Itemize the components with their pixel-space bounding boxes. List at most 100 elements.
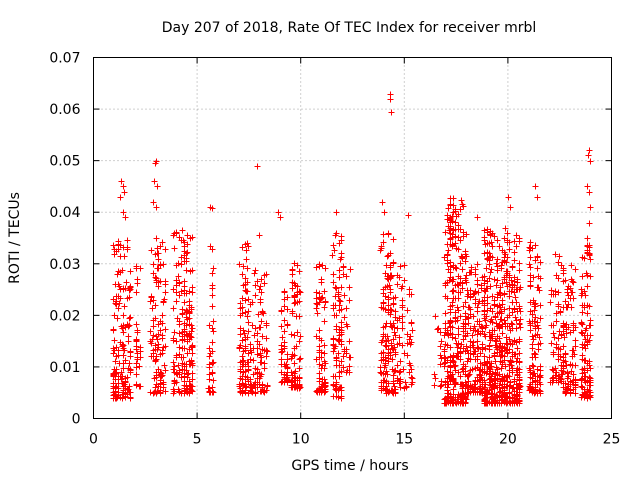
- data-point: [380, 331, 387, 338]
- data-point: [488, 386, 495, 393]
- data-point: [209, 292, 216, 299]
- data-point: [127, 395, 134, 402]
- data-point: [450, 202, 457, 209]
- data-point: [458, 253, 465, 260]
- data-point: [391, 324, 398, 331]
- data-point: [464, 347, 471, 354]
- data-point: [296, 338, 303, 345]
- data-point: [512, 294, 519, 301]
- data-point: [445, 331, 452, 338]
- data-point: [474, 389, 481, 396]
- data-point: [249, 322, 256, 329]
- data-point: [338, 319, 345, 326]
- data-point: [284, 306, 291, 313]
- data-point: [321, 288, 328, 295]
- data-point: [154, 265, 161, 272]
- data-point: [502, 225, 509, 232]
- data-point: [475, 345, 482, 352]
- data-point: [442, 310, 449, 317]
- data-point: [321, 318, 328, 325]
- data-point: [321, 376, 328, 383]
- data-point: [586, 362, 593, 369]
- data-point: [239, 295, 246, 302]
- data-point: [390, 336, 397, 343]
- data-point: [408, 381, 415, 388]
- data-point: [479, 341, 486, 348]
- data-point: [455, 234, 462, 241]
- data-point: [459, 285, 466, 292]
- data-point: [210, 377, 217, 384]
- data-point: [506, 399, 513, 406]
- data-point: [291, 360, 298, 367]
- data-point: [496, 243, 503, 250]
- data-point: [153, 204, 160, 211]
- data-point: [484, 300, 491, 307]
- data-point: [526, 365, 533, 372]
- data-point: [462, 258, 469, 265]
- data-point: [296, 356, 303, 363]
- data-point: [467, 382, 474, 389]
- data-point: [532, 242, 539, 249]
- data-point: [506, 281, 513, 288]
- data-point: [188, 328, 195, 335]
- data-point: [409, 375, 416, 382]
- data-point: [570, 279, 577, 286]
- data-point: [126, 285, 133, 292]
- data-point: [486, 379, 493, 386]
- data-point: [289, 353, 296, 360]
- data-point: [382, 342, 389, 349]
- data-point: [344, 323, 351, 330]
- data-point: [584, 310, 591, 317]
- data-point: [338, 284, 345, 291]
- data-point: [318, 337, 325, 344]
- data-point: [560, 368, 567, 375]
- data-point: [390, 301, 397, 308]
- data-point: [586, 251, 593, 258]
- data-point: [441, 346, 448, 353]
- data-point: [162, 388, 169, 395]
- data-point: [457, 392, 464, 399]
- data-point: [254, 370, 261, 377]
- data-point: [452, 394, 459, 401]
- data-point: [180, 237, 187, 244]
- data-point: [188, 358, 195, 365]
- data-point: [120, 360, 127, 367]
- data-point: [477, 360, 484, 367]
- data-point: [263, 335, 270, 342]
- data-point: [517, 284, 524, 291]
- data-point: [275, 209, 282, 216]
- data-point: [346, 297, 353, 304]
- data-point: [529, 311, 536, 318]
- data-point: [578, 329, 585, 336]
- data-point: [319, 262, 326, 269]
- data-point: [340, 353, 347, 360]
- data-point: [248, 388, 255, 395]
- data-point: [332, 293, 339, 300]
- data-point: [186, 302, 193, 309]
- data-point: [341, 346, 348, 353]
- data-point: [463, 272, 470, 279]
- data-point: [494, 256, 501, 263]
- data-point: [209, 270, 216, 277]
- data-point: [445, 205, 452, 212]
- y-tick-labels: 0 0.01 0.02 0.03 0.04 0.05 0.06 0.07: [49, 51, 80, 428]
- data-point: [281, 328, 288, 335]
- data-point: [491, 327, 498, 334]
- data-point: [587, 379, 594, 386]
- data-point: [445, 247, 452, 254]
- data-point: [481, 377, 488, 384]
- data-point: [453, 245, 460, 252]
- data-point: [514, 345, 521, 352]
- data-point: [264, 348, 271, 355]
- data-point: [489, 331, 496, 338]
- data-point: [294, 283, 301, 290]
- data-point: [493, 282, 500, 289]
- y-tick-label: 0.01: [49, 360, 80, 376]
- data-point: [239, 353, 246, 360]
- y-tick-label: 0: [72, 412, 81, 428]
- data-point: [579, 309, 586, 316]
- data-point: [407, 362, 414, 369]
- data-point: [470, 351, 477, 358]
- data-point: [553, 272, 560, 279]
- data-point: [507, 357, 514, 364]
